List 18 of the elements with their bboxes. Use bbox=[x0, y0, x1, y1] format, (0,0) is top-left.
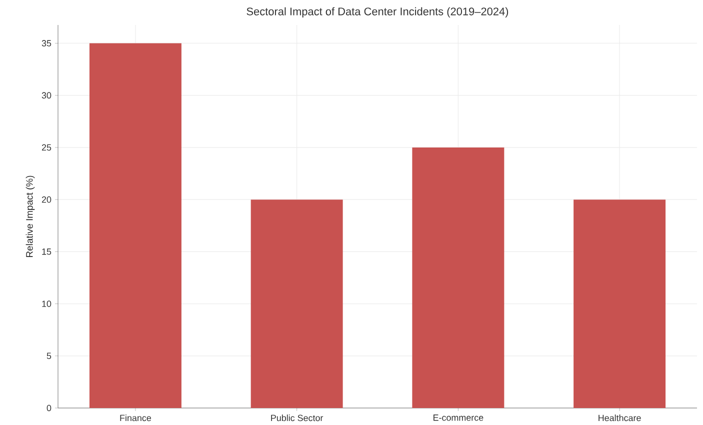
chart-title: Sectoral Impact of Data Center Incidents (2019–2024) bbox=[246, 7, 508, 18]
y-tick-label: 25 bbox=[42, 144, 52, 151]
x-tick-label: Healthcare bbox=[598, 414, 641, 422]
y-axis-title: Relative Impact (%) bbox=[26, 176, 35, 258]
bar bbox=[574, 200, 666, 408]
x-tick-label: Finance bbox=[120, 414, 152, 422]
y-tick-label: 20 bbox=[42, 196, 52, 203]
y-tick-label: 5 bbox=[46, 352, 52, 360]
x-tick-label: E-commerce bbox=[434, 414, 484, 421]
bar bbox=[89, 43, 182, 408]
bar bbox=[412, 147, 504, 408]
bar bbox=[250, 200, 343, 408]
y-tick-label: 0 bbox=[46, 404, 52, 412]
x-tick-label: Public Sector bbox=[271, 414, 324, 422]
y-tick-label: 35 bbox=[42, 40, 52, 46]
y-tick-label: 10 bbox=[42, 300, 52, 307]
y-tick-label: 15 bbox=[42, 248, 52, 255]
y-tick-label: 30 bbox=[42, 92, 52, 99]
